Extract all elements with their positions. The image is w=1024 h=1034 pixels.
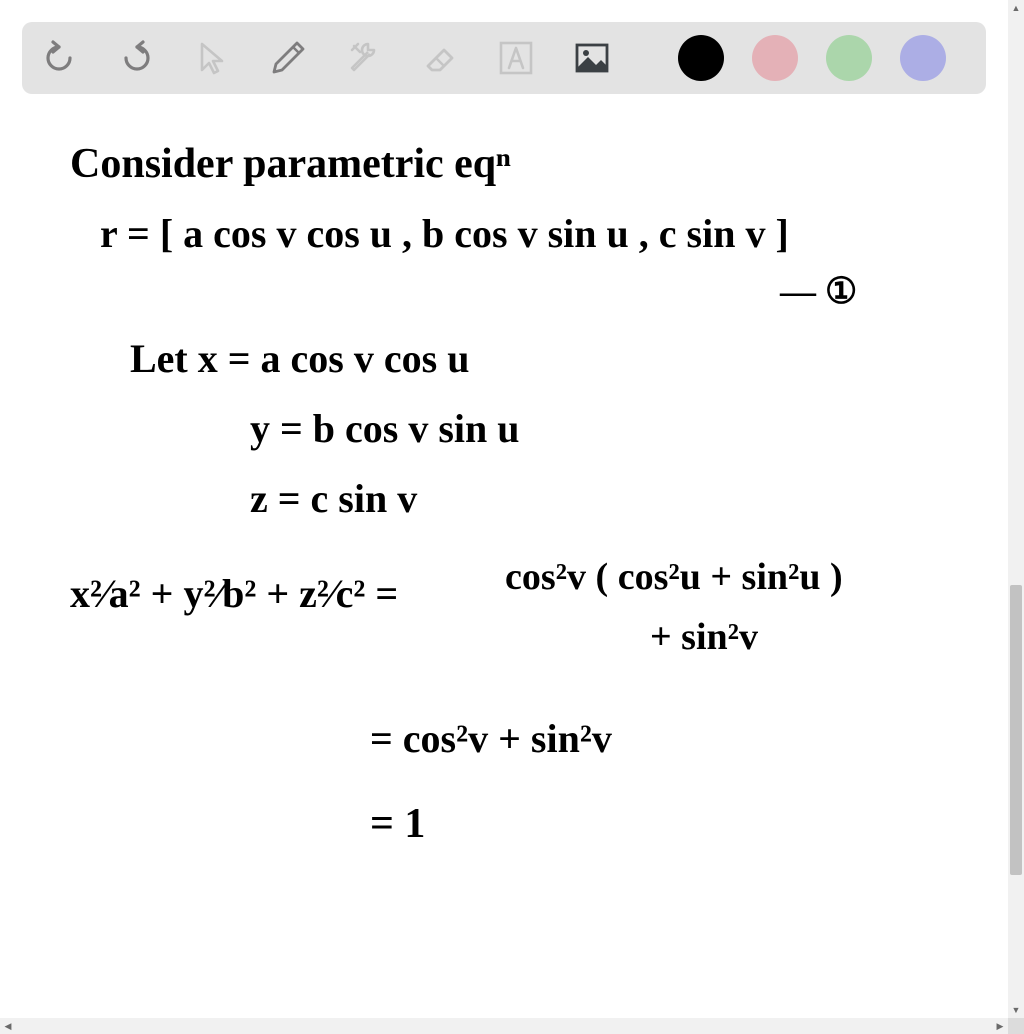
- vertical-scrollbar[interactable]: ▲ ▼: [1008, 0, 1024, 1018]
- scroll-up-icon[interactable]: ▲: [1008, 0, 1024, 16]
- scroll-down-icon[interactable]: ▼: [1008, 1002, 1024, 1018]
- handwriting-line: cos²v ( cos²u + sin²u ): [505, 555, 843, 599]
- image-button[interactable]: [568, 34, 616, 82]
- text-icon: [496, 38, 536, 78]
- undo-icon: [40, 38, 80, 78]
- scroll-right-icon[interactable]: ▶: [992, 1018, 1008, 1034]
- drawing-toolbar: [22, 22, 986, 94]
- handwriting-line: x²⁄a² + y²⁄b² + z²⁄c² =: [70, 570, 398, 617]
- viewport: Consider parametric eqⁿ r = [ a cos v co…: [0, 0, 1008, 1018]
- color-swatch-purple[interactable]: [900, 35, 946, 81]
- handwriting-line: = 1: [370, 800, 425, 848]
- color-swatch-green[interactable]: [826, 35, 872, 81]
- redo-icon: [116, 38, 156, 78]
- pointer-button[interactable]: [188, 34, 236, 82]
- scrollbar-corner: [1008, 1018, 1024, 1034]
- handwriting-line: Consider parametric eqⁿ: [70, 140, 511, 188]
- vertical-scroll-thumb[interactable]: [1010, 585, 1022, 875]
- handwriting-line: r = [ a cos v cos u , b cos v sin u , c …: [100, 210, 789, 257]
- horizontal-scrollbar[interactable]: ◀ ▶: [0, 1018, 1008, 1034]
- image-icon: [572, 38, 612, 78]
- handwriting-line: + sin²v: [650, 615, 758, 659]
- handwriting-line: Let x = a cos v cos u: [130, 335, 469, 382]
- color-swatch-black[interactable]: [678, 35, 724, 81]
- text-button[interactable]: [492, 34, 540, 82]
- redo-button[interactable]: [112, 34, 160, 82]
- undo-button[interactable]: [36, 34, 84, 82]
- handwriting-line: z = c sin v: [250, 475, 417, 522]
- scroll-left-icon[interactable]: ◀: [0, 1018, 16, 1034]
- drawing-canvas[interactable]: Consider parametric eqⁿ r = [ a cos v co…: [0, 100, 1008, 1018]
- eraser-button[interactable]: [416, 34, 464, 82]
- color-swatch-pink[interactable]: [752, 35, 798, 81]
- tools-icon: [344, 38, 384, 78]
- pencil-button[interactable]: [264, 34, 312, 82]
- handwriting-line: = cos²v + sin²v: [370, 715, 612, 762]
- eraser-icon: [420, 38, 460, 78]
- cursor-icon: [192, 38, 232, 78]
- equation-tag: — ①: [780, 270, 857, 312]
- handwriting-line: y = b cos v sin u: [250, 405, 520, 452]
- pencil-icon: [268, 38, 308, 78]
- tools-button[interactable]: [340, 34, 388, 82]
